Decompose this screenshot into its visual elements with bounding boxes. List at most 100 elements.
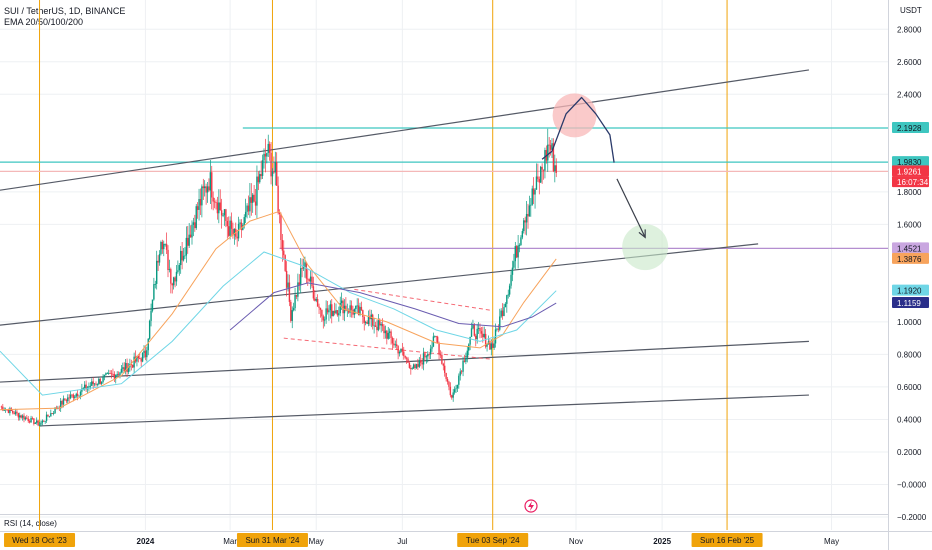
candle-body [318,306,320,308]
candle-body [140,358,142,362]
candle-body [388,331,391,333]
candle [257,171,260,191]
candle-body [198,199,200,210]
candle-body [45,414,48,421]
chart-symbol-title[interactable]: SUI / TetherUS, 1D, BINANCE [4,6,126,16]
candle [74,394,76,400]
candle-body [280,214,282,241]
candle [0,405,3,410]
candle [374,321,377,328]
candle-body [336,310,339,316]
event-date-badge-bg [236,533,308,547]
candle-body [127,367,130,373]
candle [228,216,230,238]
x-tick-label: May [824,537,839,546]
candle-body [195,206,197,229]
candle-body [194,222,196,229]
candle-body [237,223,240,239]
candle [525,201,528,236]
candle [75,392,77,398]
candle [220,198,223,229]
candle [150,303,152,327]
x-tick-label: Mar [223,537,237,546]
candle-body [448,381,450,387]
gridlines [0,0,888,530]
candle [170,267,172,294]
candle [446,376,449,385]
candle [479,323,481,339]
candle-body [0,406,3,408]
lightning-icon[interactable] [524,499,538,513]
candle-body [132,364,134,368]
candle-body [328,310,330,313]
candle [398,350,401,357]
candle-body [555,165,557,173]
candle [208,178,210,192]
candle-body [350,305,353,310]
candle [328,305,330,321]
candle [198,188,200,221]
candle-body [69,394,72,399]
candle [246,203,248,219]
candle [388,328,391,339]
candle-body [514,246,516,262]
candle-body [285,270,288,288]
candle [230,212,233,236]
x-tick-label: Nov [569,537,583,546]
candle-body [490,343,492,350]
candle-body [120,368,123,373]
candle-body [211,172,213,198]
candle-body [537,176,539,180]
candle-body [544,150,546,171]
indicator-legend[interactable]: EMA 20/50/100/200 [4,17,84,27]
candle-body [267,143,269,153]
candle [331,299,333,324]
y-tick-label: 1.0000 [897,318,922,327]
candles [0,128,557,427]
candle [202,178,204,200]
candle [273,156,275,174]
candle-body [243,217,245,226]
candle-body [394,344,396,346]
candle [236,229,238,247]
candle-body [549,145,552,150]
candle-body [126,363,128,373]
candle [387,326,389,340]
candle [386,329,388,345]
candle-body [362,310,364,318]
candle-body [105,373,107,376]
candle [23,413,25,423]
price-badge-label: 16:07:34 [897,178,929,187]
candle-body [117,374,120,375]
candle [315,296,317,303]
candle-body [150,310,152,321]
wedge-line-1 [354,288,493,312]
candle-body [292,308,295,311]
candle-body [208,186,210,191]
candle-body [153,284,155,300]
candle [184,247,186,260]
candle-body [531,188,533,205]
rsi-legend[interactable]: RSI (14, close) [4,519,57,528]
candle [390,329,392,345]
candle-body [124,363,127,372]
candle-body [319,307,322,310]
candle-body [407,358,409,363]
candle [460,370,463,375]
candle [187,225,189,254]
candle [271,168,274,187]
candle [297,273,299,302]
candle [527,203,529,229]
candle-body [110,373,113,375]
candle [27,416,29,423]
event-date-badge: Wed 18 Oct '23 [4,533,76,547]
candle-body [504,303,507,308]
candle-body [229,220,231,236]
candle [239,219,241,229]
candle-body [381,324,384,327]
candle [453,386,456,395]
candle-body [34,422,36,424]
candle-body [98,378,100,385]
candle [473,323,476,337]
